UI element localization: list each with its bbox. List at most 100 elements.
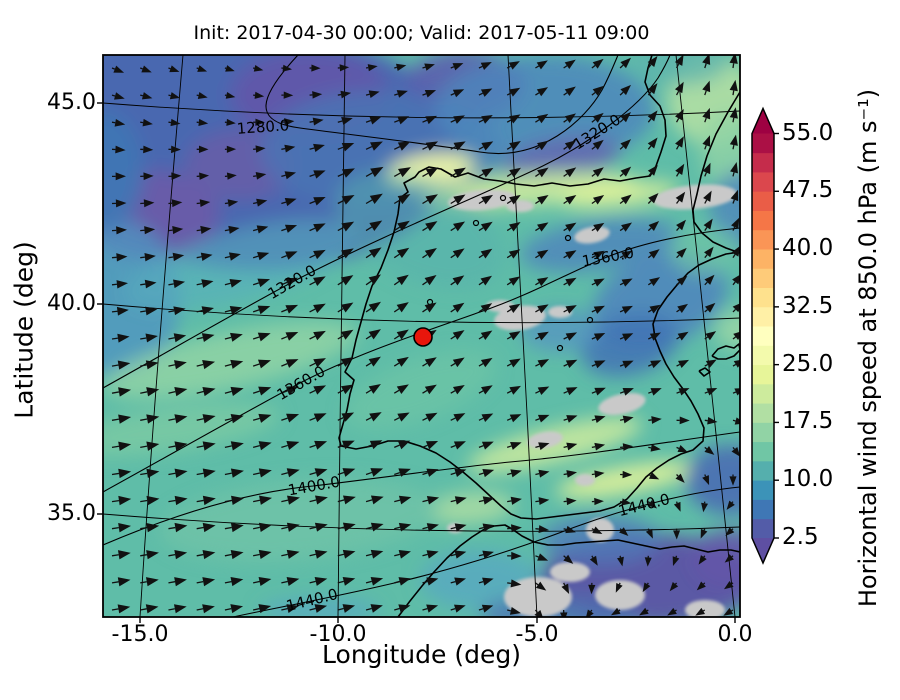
wind-arrow-head	[257, 251, 270, 261]
wind-arrow-head	[424, 384, 437, 395]
wind-arrow-shaft	[111, 499, 120, 503]
wind-arrow-head	[454, 496, 467, 505]
wind-arrow-head	[425, 141, 439, 151]
wind-arrow-head	[537, 553, 549, 561]
wind-arrow-head	[620, 194, 632, 205]
wind-arrow-head	[396, 274, 409, 286]
wind-arrow-shaft	[111, 472, 120, 476]
map-field-layer	[103, 55, 740, 617]
wind-arrow-head	[482, 550, 494, 559]
wind-arrow-shaft	[111, 418, 120, 421]
wind-arrow-head	[286, 468, 300, 478]
wind-arrow-shaft	[111, 608, 119, 611]
wind-arrow-shaft	[309, 120, 314, 123]
wind-arrow-shaft	[478, 472, 484, 476]
wind-arrow-head	[565, 305, 577, 314]
x-tick-label: 0.0	[717, 622, 753, 647]
wind-arrow-head	[172, 252, 185, 262]
wind-arrow-head	[593, 305, 605, 314]
wind-arrow-head	[398, 468, 411, 477]
wind-arrow-shaft	[111, 364, 119, 367]
wind-arrow-head	[592, 167, 604, 178]
wind-arrow-shaft	[309, 227, 316, 232]
wind-arrow-head	[615, 582, 623, 593]
wind-arrow-head	[118, 495, 132, 506]
wind-arrow-head	[283, 91, 294, 99]
wind-arrow-shaft	[224, 418, 232, 421]
wind-arrow-shaft	[563, 173, 568, 177]
wind-arrow-shaft	[337, 253, 344, 259]
wind-arrow-head	[564, 167, 577, 178]
wind-arrow-shaft	[563, 445, 568, 449]
geopotential-contour	[232, 486, 740, 617]
wind-arrow-head	[508, 249, 521, 259]
wind-arrow-head	[369, 220, 383, 231]
wind-arrow-head	[201, 279, 214, 288]
wind-arrow-shaft	[732, 63, 735, 69]
wind-arrow-head	[341, 221, 355, 232]
wind-arrow-shaft	[393, 172, 401, 177]
wind-arrow-head	[509, 606, 521, 615]
colorbar-band	[752, 249, 774, 269]
wind-arrow-head	[370, 577, 384, 586]
wind-arrow-shaft	[281, 228, 287, 232]
wind-arrow-head	[144, 252, 156, 262]
wind-arrow-shaft	[252, 228, 258, 232]
colorbar-band	[752, 172, 774, 192]
wind-arrow-head	[593, 333, 606, 342]
masked-terrain-patch	[575, 474, 595, 486]
wind-arrow-shaft	[535, 555, 539, 558]
wind-arrow-head	[647, 110, 658, 122]
wind-arrow-head	[537, 359, 550, 368]
wind-arrow-shaft	[365, 553, 373, 557]
lake-outline	[586, 316, 594, 324]
wind-arrow-shaft	[252, 417, 260, 421]
wind-arrow-shaft	[365, 499, 373, 503]
wind-arrow-head	[452, 275, 465, 286]
wind-arrow-head	[286, 522, 300, 532]
wind-arrow-head	[566, 442, 578, 451]
wind-arrow-head	[342, 468, 356, 477]
wind-arrow-head	[230, 332, 243, 342]
wind-arrow-head	[453, 167, 466, 178]
wind-arrow-head	[565, 250, 577, 260]
wind-arrow-shaft	[591, 119, 596, 123]
wind-arrow-shaft	[674, 582, 678, 585]
wind-arrow-head	[255, 145, 266, 153]
masked-terrain-patch	[527, 431, 563, 449]
wind-arrow-head	[425, 221, 438, 232]
wind-arrow-head	[424, 89, 437, 98]
wind-arrow-head	[342, 522, 356, 532]
colorbar-band	[752, 287, 774, 308]
wind-arrow-shaft	[196, 256, 202, 259]
wind-arrow-head	[370, 522, 384, 532]
masked-terrain-patch	[504, 577, 572, 617]
wind-arrow-head	[702, 135, 711, 147]
wind-arrow-shaft	[619, 363, 625, 367]
wind-speed-blob	[160, 478, 440, 562]
wind-arrow-shaft	[731, 501, 734, 504]
wind-arrow-head	[202, 522, 216, 533]
wind-arrow-shaft	[337, 93, 342, 96]
colorbar-band	[752, 518, 774, 539]
wind-arrow-shaft	[732, 336, 737, 340]
wind-arrow-shaft	[224, 336, 232, 340]
wind-arrow-shaft	[253, 175, 257, 178]
wind-arrow-head	[146, 495, 160, 506]
wind-arrow-head	[480, 248, 493, 259]
wind-arrow-shaft	[111, 554, 119, 557]
colorbar-tick-label: 55.0	[782, 120, 834, 146]
wind-arrow-shaft	[168, 391, 176, 394]
wind-arrow-head	[341, 412, 355, 422]
wind-arrow-head	[622, 470, 633, 479]
wind-arrow-head	[144, 279, 157, 289]
wind-arrow-head	[230, 441, 244, 451]
wind-arrow-head	[200, 252, 213, 261]
wind-arrow-shaft	[140, 310, 146, 313]
wind-arrow-shaft	[365, 335, 372, 340]
wind-arrow-shaft	[478, 146, 484, 150]
wind-arrow-head	[314, 522, 328, 532]
wind-arrow-head	[592, 112, 604, 123]
wind-arrow-shaft	[168, 94, 171, 97]
